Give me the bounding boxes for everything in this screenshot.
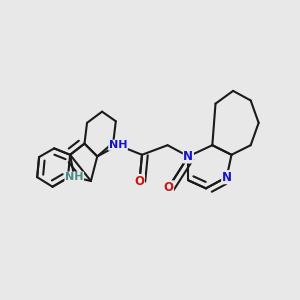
- Text: N: N: [183, 150, 194, 163]
- Text: O: O: [164, 181, 173, 194]
- Text: NH: NH: [65, 172, 83, 182]
- Text: N: N: [222, 171, 232, 184]
- Text: NH: NH: [109, 140, 127, 150]
- Text: O: O: [134, 175, 145, 188]
